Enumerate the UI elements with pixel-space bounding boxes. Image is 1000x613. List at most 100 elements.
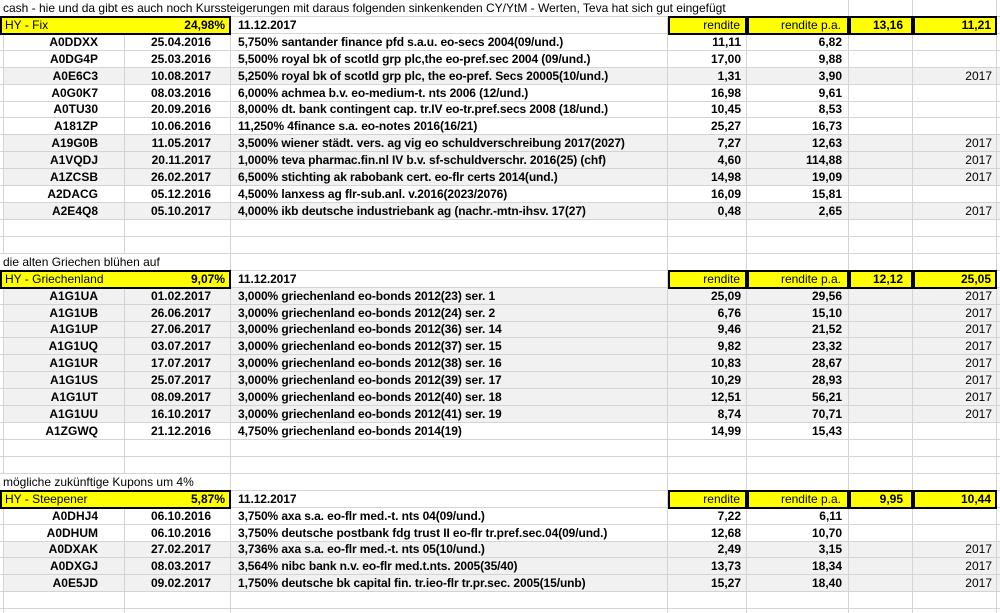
cell-blank-tail[interactable] <box>997 203 1000 219</box>
cell-jahr[interactable] <box>913 101 997 118</box>
cell-empty[interactable] <box>4 609 125 613</box>
header-date-cell[interactable]: 11.12.2017 <box>231 270 668 287</box>
cell-wkn[interactable]: A0TU30 <box>4 101 125 118</box>
cell-beschreibung[interactable]: 1,000% teva pharmac.fin.nl IV b.v. sf-sc… <box>231 152 668 169</box>
cell-rendite-pa[interactable]: 15,10 <box>747 304 849 321</box>
cell-empty[interactable] <box>747 473 849 490</box>
cell-empty[interactable] <box>747 253 849 270</box>
cell-blank-tail[interactable] <box>997 338 1000 355</box>
cell-empty[interactable] <box>747 456 849 473</box>
header-metric2-cell[interactable]: 11,21 <box>913 15 997 35</box>
section-title-cell[interactable]: HY - Fix 24,98% <box>0 15 231 35</box>
cell-wkn[interactable]: A0E6C3 <box>4 67 125 84</box>
cell-empty[interactable] <box>849 84 913 101</box>
cell-kauf-datum[interactable]: 25.04.2016 <box>125 33 231 50</box>
cell-rendite-pa[interactable]: 3,90 <box>747 67 849 84</box>
cell-rendite-pa[interactable]: 29,56 <box>747 287 849 304</box>
cell-rendite[interactable]: 0,48 <box>668 203 747 219</box>
cell-kauf-datum[interactable]: 06.10.2016 <box>125 507 231 524</box>
cell-empty[interactable] <box>849 439 913 456</box>
header-rendite-cell[interactable]: rendite <box>668 15 747 35</box>
cell-empty[interactable] <box>849 118 913 135</box>
cell-empty[interactable] <box>913 456 997 473</box>
cell-kauf-datum[interactable]: 03.07.2017 <box>125 338 231 355</box>
cell-empty[interactable] <box>231 219 668 236</box>
cell-wkn[interactable]: A1ZCSB <box>4 169 125 186</box>
cell-empty[interactable] <box>913 0 997 16</box>
cell-empty[interactable] <box>849 541 913 558</box>
cell-kauf-datum[interactable]: 25.03.2016 <box>125 50 231 67</box>
cell-blank-a[interactable] <box>0 287 4 304</box>
cell-rendite-pa[interactable]: 9,61 <box>747 84 849 101</box>
cell-blank-tail[interactable] <box>997 575 1000 592</box>
cell-empty[interactable] <box>849 304 913 321</box>
cell-beschreibung[interactable]: 3,564% nibc bank n.v. eo-flr med.t.nts. … <box>231 558 668 575</box>
cell-empty[interactable] <box>849 186 913 203</box>
cell-rendite-pa[interactable]: 16,73 <box>747 118 849 135</box>
cell-empty[interactable] <box>913 236 997 253</box>
cell-empty[interactable] <box>849 236 913 253</box>
cell-beschreibung[interactable]: 3,000% griechenland eo-bonds 2012(41) se… <box>231 406 668 423</box>
cell-empty[interactable] <box>668 456 747 473</box>
cell-beschreibung[interactable]: 3,000% griechenland eo-bonds 2012(39) se… <box>231 372 668 389</box>
cell-blank-tail[interactable] <box>997 169 1000 186</box>
cell-rendite-pa[interactable]: 23,32 <box>747 338 849 355</box>
cell-rendite[interactable]: 12,68 <box>668 524 747 541</box>
cell-empty[interactable] <box>913 609 997 613</box>
cell-rendite-pa[interactable]: 12,63 <box>747 135 849 152</box>
cell-empty[interactable] <box>913 219 997 236</box>
cell-blank-a[interactable] <box>0 118 4 135</box>
cell-empty[interactable] <box>913 439 997 456</box>
cell-wkn[interactable]: A1G1UU <box>4 406 125 423</box>
cell-empty[interactable] <box>125 236 231 253</box>
cell-beschreibung[interactable]: 5,750% santander finance pfd s.a.u. eo-s… <box>231 33 668 50</box>
cell-blank-tail[interactable] <box>997 558 1000 575</box>
cell-rendite[interactable]: 9,82 <box>668 338 747 355</box>
cell-empty[interactable] <box>231 473 668 490</box>
cell-empty[interactable] <box>125 219 231 236</box>
cell-kauf-datum[interactable]: 08.09.2017 <box>125 389 231 406</box>
cell-rendite-pa[interactable]: 18,40 <box>747 575 849 592</box>
cell-rendite[interactable]: 7,22 <box>668 507 747 524</box>
cell-empty[interactable] <box>231 236 668 253</box>
cell-rendite-pa[interactable]: 28,93 <box>747 372 849 389</box>
cell-kauf-datum[interactable]: 11.05.2017 <box>125 135 231 152</box>
cell-beschreibung[interactable]: 6,000% achmea b.v. eo-medium-t. nts 2006… <box>231 84 668 101</box>
cell-empty[interactable] <box>747 609 849 613</box>
cell-wkn[interactable]: A0DHUM <box>4 524 125 541</box>
cell-jahr[interactable]: 2017 <box>913 67 997 84</box>
cell-wkn[interactable]: A0DXGJ <box>4 558 125 575</box>
cell-rendite[interactable]: 14,98 <box>668 169 747 186</box>
cell-empty[interactable] <box>849 406 913 423</box>
cell-empty[interactable] <box>747 439 849 456</box>
cell-empty[interactable] <box>747 219 849 236</box>
cell-beschreibung[interactable]: 3,500% wiener städt. vers. ag vig eo sch… <box>231 135 668 152</box>
header-date-cell[interactable]: 11.12.2017 <box>231 490 668 507</box>
cell-rendite[interactable]: 8,74 <box>668 406 747 423</box>
cell-blank-a[interactable] <box>0 152 4 169</box>
cell-beschreibung[interactable]: 3,000% griechenland eo-bonds 2012(24) se… <box>231 304 668 321</box>
cell-jahr[interactable] <box>913 50 997 67</box>
header-rendite-pa-cell[interactable]: rendite p.a. <box>747 269 849 289</box>
cell-wkn[interactable]: A19G0B <box>4 135 125 152</box>
cell-empty[interactable] <box>849 203 913 219</box>
cell-blank-tail[interactable] <box>997 372 1000 389</box>
cell-blank-tail[interactable] <box>997 321 1000 338</box>
cell-jahr[interactable]: 2017 <box>913 541 997 558</box>
cell-blank-a[interactable] <box>0 101 4 118</box>
cell-kauf-datum[interactable]: 26.06.2017 <box>125 304 231 321</box>
cell-rendite[interactable]: 4,60 <box>668 152 747 169</box>
section-note-cell[interactable]: mögliche zukünftige Kupons um 4% <box>0 473 231 490</box>
cell-blank-a[interactable] <box>0 389 4 406</box>
cell-kauf-datum[interactable]: 27.06.2017 <box>125 321 231 338</box>
header-rendite-cell[interactable]: rendite <box>668 489 747 509</box>
cell-blank-a[interactable] <box>0 575 4 592</box>
cell-kauf-datum[interactable]: 09.02.2017 <box>125 575 231 592</box>
cell-jahr[interactable]: 2017 <box>913 575 997 592</box>
cell-kauf-datum[interactable]: 08.03.2016 <box>125 84 231 101</box>
cell-empty[interactable] <box>913 253 997 270</box>
cell-empty[interactable] <box>747 592 849 609</box>
cell-empty[interactable] <box>849 135 913 152</box>
cell-blank-tail[interactable] <box>997 152 1000 169</box>
cell-rendite-pa[interactable]: 28,67 <box>747 355 849 372</box>
